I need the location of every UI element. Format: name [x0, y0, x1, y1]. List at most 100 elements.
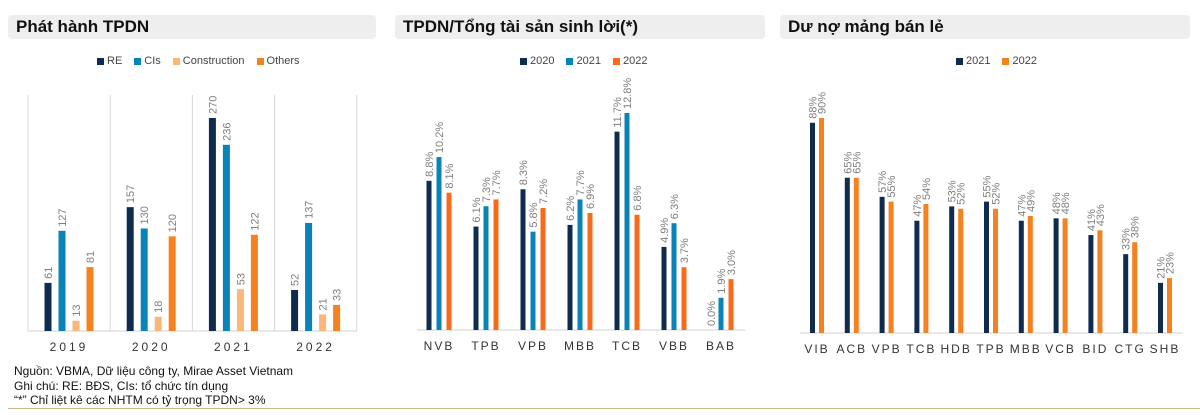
x-tick-label: SHB: [1150, 342, 1181, 356]
bar: [1132, 242, 1138, 333]
data-label: 55%: [982, 175, 994, 197]
data-label: 127: [57, 208, 69, 226]
legend-swatch: [1002, 57, 1010, 65]
legend-item: 2021: [566, 55, 601, 67]
data-label: 57%: [877, 171, 889, 193]
bar: [446, 192, 452, 330]
bottom-divider: [8, 408, 1200, 409]
data-label: 53%: [947, 180, 959, 202]
bar: [1123, 254, 1129, 333]
data-label: 137: [304, 201, 316, 219]
data-label: 8.8%: [424, 152, 436, 177]
x-tick-label: TCB: [612, 339, 642, 353]
legend-swatch: [566, 57, 574, 65]
data-label: 21%: [1156, 257, 1168, 279]
legend-label: 2021: [576, 55, 601, 67]
chart3-title: Dư nợ mảng bán lẻ: [780, 15, 1190, 39]
legend-swatch: [172, 57, 180, 65]
bar: [587, 213, 593, 330]
data-label: 270: [207, 96, 219, 114]
x-tick-label: TCB: [906, 342, 936, 356]
data-label: 122: [249, 212, 261, 230]
legend-swatch: [97, 57, 104, 65]
data-label: 6.1%: [471, 197, 483, 222]
data-label: 65%: [851, 151, 863, 173]
data-label: 130: [139, 206, 151, 224]
x-tick-label: HDB: [941, 342, 972, 356]
source-note: Nguồn: VBMA, Dữ liệu công ty, Mirae Asse…: [14, 364, 294, 378]
data-label: 55%: [886, 175, 898, 197]
legend-swatch: [956, 57, 963, 65]
x-tick-label: NVB: [424, 339, 455, 353]
data-label: 236: [221, 122, 233, 140]
data-label: 5.8%: [528, 202, 540, 227]
x-tick-label: TPB: [471, 339, 500, 353]
bar: [661, 246, 667, 330]
bar: [879, 196, 885, 333]
data-label: 53: [235, 273, 247, 285]
bar: [567, 224, 573, 330]
chart1-legend: RE CIs Construction Others: [97, 55, 300, 67]
bar: [624, 113, 630, 330]
bar: [671, 223, 677, 330]
data-label: 3.7%: [679, 238, 691, 263]
data-label: 7.7%: [575, 170, 587, 195]
x-tick-label: 2022: [296, 340, 335, 354]
x-tick-label: VPB: [872, 342, 902, 356]
data-label: 65%: [842, 151, 854, 173]
legend-label: 2022: [1012, 55, 1037, 67]
bar: [483, 206, 489, 330]
chart3-legend: 2021 2022: [956, 55, 1037, 67]
data-label: 52%: [956, 183, 968, 205]
data-label: 43%: [1095, 204, 1107, 226]
bar: [44, 282, 52, 331]
bar: [1062, 218, 1068, 333]
asterisk-note: “*” Chỉ liệt kê các NHTM có tỷ trọng TPD…: [14, 393, 266, 407]
x-tick-label: 2020: [132, 340, 171, 354]
x-tick-label: CTG: [1115, 342, 1146, 356]
data-label: 47%: [1016, 194, 1028, 216]
data-label: 61: [43, 267, 55, 279]
data-label: 12.8%: [622, 78, 634, 109]
data-label: 18: [153, 301, 165, 313]
x-tick-label: BID: [1082, 342, 1108, 356]
legend-label: RE: [107, 55, 123, 67]
bar: [540, 207, 546, 330]
bar: [888, 201, 894, 333]
bar: [810, 122, 815, 334]
x-tick-label: TPB: [976, 342, 1005, 356]
bar: [72, 320, 80, 331]
bar: [1027, 215, 1033, 333]
bar: [333, 304, 341, 331]
x-tick-label: 2019: [50, 340, 89, 354]
data-label: 7.7%: [491, 170, 503, 195]
bar: [577, 199, 583, 330]
bar: [520, 189, 526, 330]
bar: [984, 201, 989, 333]
bar: [305, 222, 313, 331]
legend-label: Construction: [182, 55, 245, 67]
bar: [614, 131, 620, 330]
data-label: 49%: [1025, 190, 1037, 212]
legend-item: Others: [256, 55, 300, 67]
data-label: 21: [318, 298, 330, 310]
x-tick-label: ACB: [836, 342, 867, 356]
data-label: 120: [167, 214, 179, 232]
bar: [291, 289, 299, 331]
bar: [718, 297, 724, 330]
data-label: 33%: [1121, 228, 1133, 250]
x-tick-label: BAB: [706, 339, 736, 353]
data-label: 6.9%: [585, 184, 597, 209]
x-tick-label: MBB: [564, 339, 596, 353]
bar: [493, 199, 499, 330]
bar: [154, 316, 162, 331]
bar: [126, 207, 134, 331]
legend-label: 2021: [966, 55, 991, 67]
bar: [853, 177, 859, 333]
bar: [1018, 220, 1024, 333]
data-label: 10.2%: [434, 122, 446, 153]
data-label: 48%: [1060, 192, 1072, 214]
chart2-legend: 2020 2021 2022: [520, 55, 647, 67]
data-label: 11.7%: [612, 97, 624, 128]
data-label: 54%: [921, 178, 933, 200]
